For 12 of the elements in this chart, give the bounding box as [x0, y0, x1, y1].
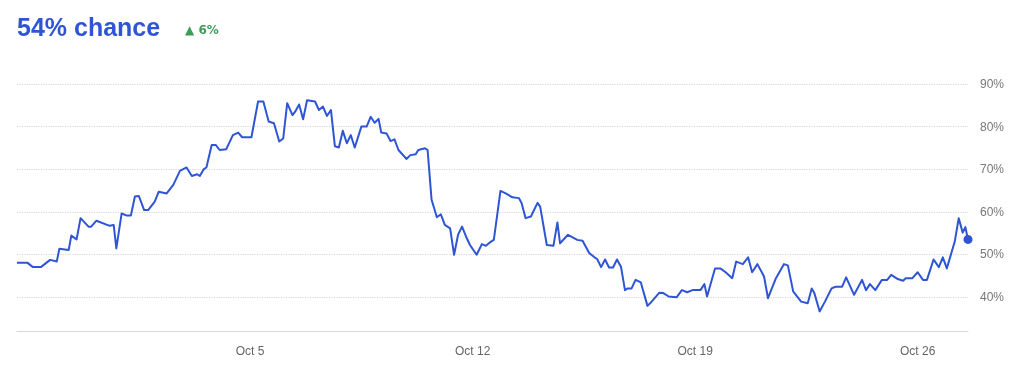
y-tick-label: 40%: [980, 289, 1005, 304]
x-tick-label: Oct 12: [454, 344, 491, 358]
y-tick-label: 70%: [980, 162, 1005, 177]
chart-title: 54% chance: [17, 12, 161, 41]
y-tick-label: 50%: [980, 247, 1005, 262]
x-tick-label: Oct 5: [235, 344, 265, 358]
text: ▲ 6%: [185, 23, 219, 37]
y-tick-label: 90%: [980, 77, 1005, 91]
y-tick-label: 60%: [980, 204, 1005, 219]
x-tick-label: Oct 19: [677, 344, 714, 358]
y-tick-label: 80%: [980, 119, 1005, 134]
x-tick-label: Oct 26: [899, 344, 936, 358]
